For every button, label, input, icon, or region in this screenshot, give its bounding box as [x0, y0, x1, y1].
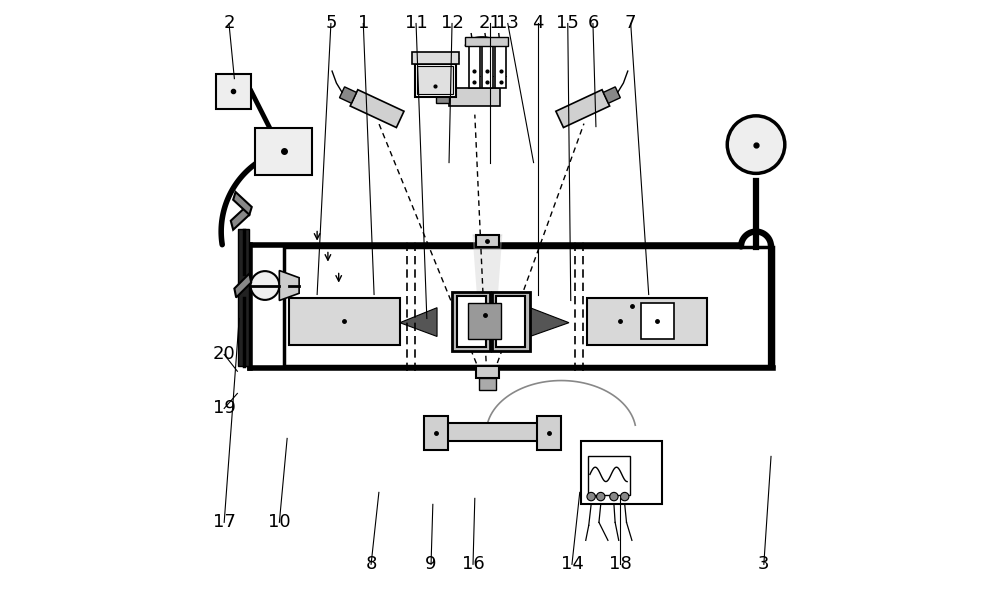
Circle shape	[251, 271, 279, 300]
Polygon shape	[234, 273, 251, 297]
Polygon shape	[279, 270, 299, 300]
Bar	[289, 297, 400, 346]
Circle shape	[727, 116, 785, 173]
Text: 1: 1	[358, 14, 369, 32]
Polygon shape	[436, 91, 449, 103]
Text: 13: 13	[496, 14, 519, 32]
Polygon shape	[472, 234, 502, 246]
Bar	[238, 228, 249, 367]
Polygon shape	[472, 234, 502, 316]
Bar	[284, 246, 773, 367]
Polygon shape	[233, 192, 252, 215]
Text: 6: 6	[587, 14, 599, 32]
Bar	[476, 367, 499, 379]
Polygon shape	[231, 206, 249, 230]
Bar	[496, 296, 525, 347]
Circle shape	[621, 492, 629, 501]
Text: 2: 2	[223, 14, 235, 32]
Text: 12: 12	[441, 14, 463, 32]
Text: 7: 7	[625, 14, 636, 32]
Bar	[468, 304, 501, 340]
Bar	[424, 416, 448, 450]
Text: 10: 10	[268, 513, 291, 531]
Text: 15: 15	[556, 14, 579, 32]
Text: 8: 8	[365, 555, 377, 573]
Bar	[412, 52, 459, 64]
Text: 17: 17	[213, 513, 236, 531]
Circle shape	[597, 492, 605, 501]
Bar	[482, 46, 493, 88]
Text: 9: 9	[425, 555, 437, 573]
Bar	[476, 234, 499, 246]
Bar	[495, 46, 506, 88]
Polygon shape	[339, 87, 357, 103]
Bar	[255, 128, 312, 174]
Bar	[588, 456, 630, 495]
Bar	[492, 291, 530, 352]
Bar	[216, 74, 251, 109]
Text: 19: 19	[213, 400, 236, 418]
Polygon shape	[400, 308, 437, 337]
Text: 14: 14	[561, 555, 583, 573]
Bar	[415, 64, 456, 97]
Circle shape	[610, 492, 618, 501]
Bar	[469, 46, 480, 88]
Bar	[537, 416, 561, 450]
Text: 18: 18	[609, 555, 631, 573]
Bar	[417, 66, 453, 94]
Text: 5: 5	[325, 14, 337, 32]
Bar	[587, 297, 707, 346]
Text: 20: 20	[213, 346, 236, 364]
Text: 3: 3	[758, 555, 770, 573]
Bar	[479, 379, 496, 391]
Text: 21: 21	[478, 14, 501, 32]
Polygon shape	[603, 87, 620, 103]
Polygon shape	[449, 88, 500, 106]
Bar	[581, 441, 662, 504]
Circle shape	[587, 492, 595, 501]
Bar	[457, 296, 486, 347]
Text: 11: 11	[405, 14, 427, 32]
Bar	[641, 304, 674, 340]
Bar	[465, 37, 508, 46]
Text: 16: 16	[462, 555, 484, 573]
Bar	[452, 291, 490, 352]
Bar	[434, 424, 545, 441]
Polygon shape	[556, 90, 610, 127]
Polygon shape	[350, 90, 404, 127]
Polygon shape	[530, 308, 569, 337]
Text: 4: 4	[532, 14, 544, 32]
